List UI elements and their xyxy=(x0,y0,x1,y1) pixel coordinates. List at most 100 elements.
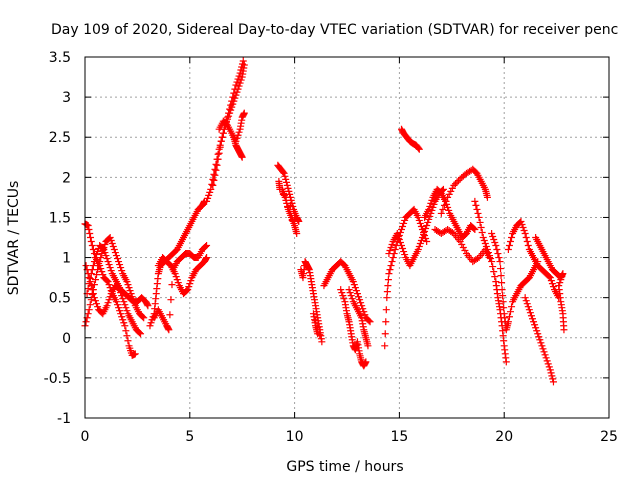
data-point xyxy=(86,229,94,237)
data-point xyxy=(230,97,238,105)
data-point xyxy=(124,281,132,289)
data-point xyxy=(495,254,503,262)
data-point xyxy=(217,137,225,145)
y-tick-label: 2.5 xyxy=(49,130,71,146)
data-point xyxy=(99,245,107,253)
data-point xyxy=(364,342,372,350)
data-point xyxy=(358,302,366,310)
data-point xyxy=(202,243,210,251)
data-point xyxy=(545,363,553,371)
data-point xyxy=(211,171,219,179)
data-point xyxy=(283,199,291,207)
data-point xyxy=(89,246,97,254)
data-point xyxy=(113,301,121,309)
data-point xyxy=(493,246,501,254)
data-point xyxy=(489,232,497,240)
data-point xyxy=(240,61,248,69)
data-point xyxy=(508,234,516,241)
data-point xyxy=(147,319,155,327)
data-point xyxy=(115,285,123,293)
data-point xyxy=(414,213,422,221)
data-point xyxy=(388,258,396,266)
data-point xyxy=(124,337,132,345)
data-point xyxy=(108,240,116,248)
data-point xyxy=(118,267,126,275)
data-point xyxy=(475,213,483,221)
data-point xyxy=(476,218,484,226)
data-point xyxy=(214,155,222,163)
data-point xyxy=(224,115,232,123)
data-point xyxy=(474,209,482,217)
data-point xyxy=(339,292,347,300)
data-point xyxy=(506,238,514,246)
data-point xyxy=(348,295,356,303)
data-point xyxy=(381,342,389,350)
data-point xyxy=(84,310,92,318)
data-point xyxy=(480,237,488,245)
data-point xyxy=(112,298,120,306)
data-point xyxy=(233,88,241,96)
data-point xyxy=(471,197,479,205)
data-point xyxy=(227,106,235,114)
data-point xyxy=(105,281,113,289)
x-axis-label: GPS time / hours xyxy=(286,459,403,475)
data-point xyxy=(504,246,512,254)
data-point xyxy=(394,232,402,240)
data-point xyxy=(219,129,227,137)
data-point xyxy=(85,306,93,314)
data-point xyxy=(500,304,508,312)
data-point xyxy=(283,181,291,189)
data-point xyxy=(119,316,127,324)
data-point xyxy=(87,238,95,246)
y-tick-label: -0.5 xyxy=(44,371,71,387)
data-point xyxy=(206,188,214,196)
y-tick-label: -1 xyxy=(57,411,71,427)
data-point xyxy=(425,215,433,223)
data-point xyxy=(543,357,551,365)
data-point xyxy=(228,103,236,111)
data-point xyxy=(384,276,392,284)
data-point xyxy=(115,258,123,266)
data-point xyxy=(386,247,394,255)
data-point xyxy=(105,261,113,269)
data-point xyxy=(541,351,549,359)
data-point xyxy=(111,249,119,257)
data-point xyxy=(166,311,174,319)
data-point xyxy=(213,161,221,169)
y-tick-label: 3.5 xyxy=(49,50,71,66)
data-point xyxy=(104,278,112,286)
data-point xyxy=(172,273,180,281)
data-point xyxy=(560,326,568,334)
data-point xyxy=(131,350,139,358)
data-point xyxy=(400,248,408,256)
data-point xyxy=(88,242,96,250)
data-point xyxy=(234,85,242,93)
data-point xyxy=(547,277,555,285)
data-point xyxy=(185,283,193,291)
data-point xyxy=(125,284,133,292)
data-point xyxy=(187,277,195,285)
data-point xyxy=(418,234,426,241)
data-point xyxy=(442,197,450,205)
data-point xyxy=(397,242,405,250)
data-point xyxy=(497,272,505,280)
data-point xyxy=(525,306,533,314)
data-point xyxy=(530,318,538,326)
data-point xyxy=(117,310,125,318)
data-point xyxy=(208,180,216,188)
data-point xyxy=(293,229,301,237)
data-point xyxy=(231,94,239,102)
data-point xyxy=(91,254,99,262)
data-point xyxy=(423,238,431,246)
data-point xyxy=(384,282,392,290)
data-point xyxy=(484,249,492,257)
data-point xyxy=(89,290,97,298)
data-point xyxy=(385,250,393,258)
data-point xyxy=(106,234,114,241)
data-point xyxy=(473,255,481,263)
data-point xyxy=(492,242,500,250)
data-point xyxy=(186,280,194,288)
data-point xyxy=(478,228,486,236)
data-point xyxy=(105,296,113,304)
data-point xyxy=(234,75,242,83)
